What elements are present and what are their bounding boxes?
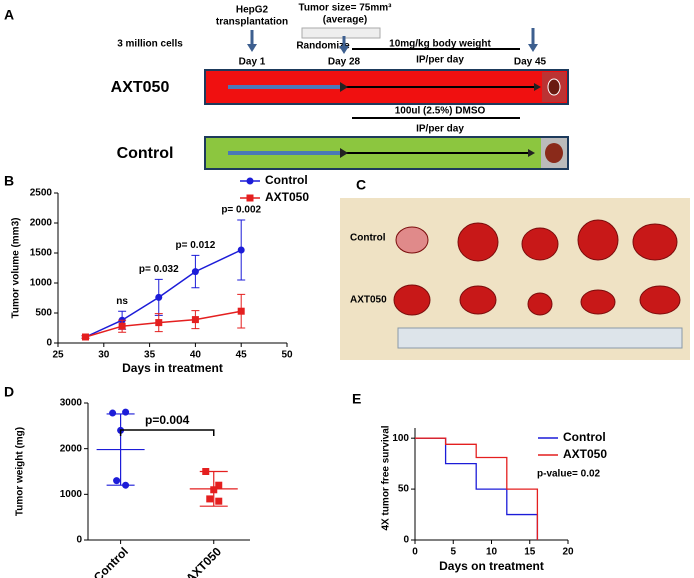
y-tick-label: 0 [76,535,82,546]
tumors [393,219,681,316]
y-tick-label: 2000 [60,443,83,454]
legend-label: Control [265,173,308,187]
marker [246,194,254,202]
x-tick-label: 50 [281,350,293,361]
y-tick-label: 0 [403,535,409,546]
marker [109,409,117,417]
x-tick-label: 30 [98,350,110,361]
marker [155,293,163,301]
row-label: Control [350,233,386,244]
panel-label: C [356,177,366,193]
panel-label: A [4,7,14,23]
marker [122,481,130,489]
x-tick-label: Control [91,544,131,578]
marker [202,468,210,475]
label: Day 1 [239,57,266,68]
photo: C Control AXT050 [340,177,690,360]
label: HepG2 [236,5,269,16]
marker [215,481,223,489]
annotation: ns [116,296,128,307]
annotation: p=0.004 [145,413,190,427]
x-axis-label: Days on treatment [439,559,544,573]
x-tick-label: 10 [486,547,498,558]
legend-label: AXT050 [563,447,607,461]
x-tick-label: 15 [524,547,536,558]
marker [191,316,199,324]
ruler [397,327,683,349]
marker [246,177,254,185]
marker [122,408,130,416]
y-tick-label: 1500 [30,248,53,259]
tumor [545,143,563,163]
marker [191,268,199,276]
legend-label: AXT050 [265,190,309,204]
marker [215,497,223,505]
annotation: p= 0.012 [176,240,216,251]
marker [81,333,89,341]
y-tick-label: 1000 [30,278,53,289]
x-tick-label: 25 [52,350,64,361]
y-tick-label: 0 [46,338,52,349]
survival-curve [415,437,539,540]
label: 3 million cells [117,39,183,50]
schematic: A HepG2 transplantation Tumor size= 75mm… [4,3,569,170]
x-tick-label: 45 [236,350,248,361]
label: transplantation [216,17,288,28]
label: Day 45 [514,57,547,68]
label: Tumor size= 75mm³ [299,3,393,14]
y-tick-label: 2000 [30,218,53,229]
x-tick-label: 0 [412,547,418,558]
x-tick-label: 5 [450,547,456,558]
label: Day 28 [328,57,361,68]
marker [237,307,245,315]
x-tick-label: 35 [144,350,156,361]
marker [237,246,245,254]
label: IP/per day [416,55,464,66]
y-tick-label: 50 [398,484,410,495]
y-tick-label: 500 [35,308,52,319]
bracket [119,429,215,436]
survival-curve [415,437,539,540]
label: IP/per day [416,124,464,135]
x-tick-label: 20 [562,547,574,558]
arrows [247,28,538,54]
x-tick-label: AXT050 [183,544,224,578]
x-tick-label: 40 [190,350,202,361]
y-tick-label: 3000 [60,398,83,409]
label: Randomize [296,41,350,52]
y-axis-label: Tumor volume (mm3) [11,218,22,319]
y-tick-label: 1000 [60,489,83,500]
panel-label: B [4,173,14,189]
ruler-icon [301,27,381,39]
y-tick-label: 100 [392,433,409,444]
marker [206,495,214,503]
row-label: AXT050 [350,295,387,306]
y-axis-label: 4X tumor free survival [381,425,392,530]
annotation: p= 0.032 [139,264,179,275]
marker [118,322,126,330]
tumor [547,78,561,96]
y-tick-label: 2500 [30,188,53,199]
marker [210,486,218,494]
annotation: p-value= 0.02 [537,469,601,480]
panel-label: E [352,391,361,407]
group-name: Control [117,145,174,162]
y-axis-label: Tumor weight (mg) [15,427,26,516]
annotation: p= 0.002 [221,205,261,216]
marker [155,319,163,327]
group-name: AXT050 [111,79,170,96]
label: (average) [323,15,367,26]
panel-label: D [4,384,14,400]
marker [113,477,121,485]
legend-label: Control [563,430,606,444]
x-axis-label: Days in treatment [122,361,223,375]
series-line [85,310,242,338]
label: 10mg/kg body weight [389,39,491,50]
label: 100ul (2.5%) DMSO [395,106,486,117]
